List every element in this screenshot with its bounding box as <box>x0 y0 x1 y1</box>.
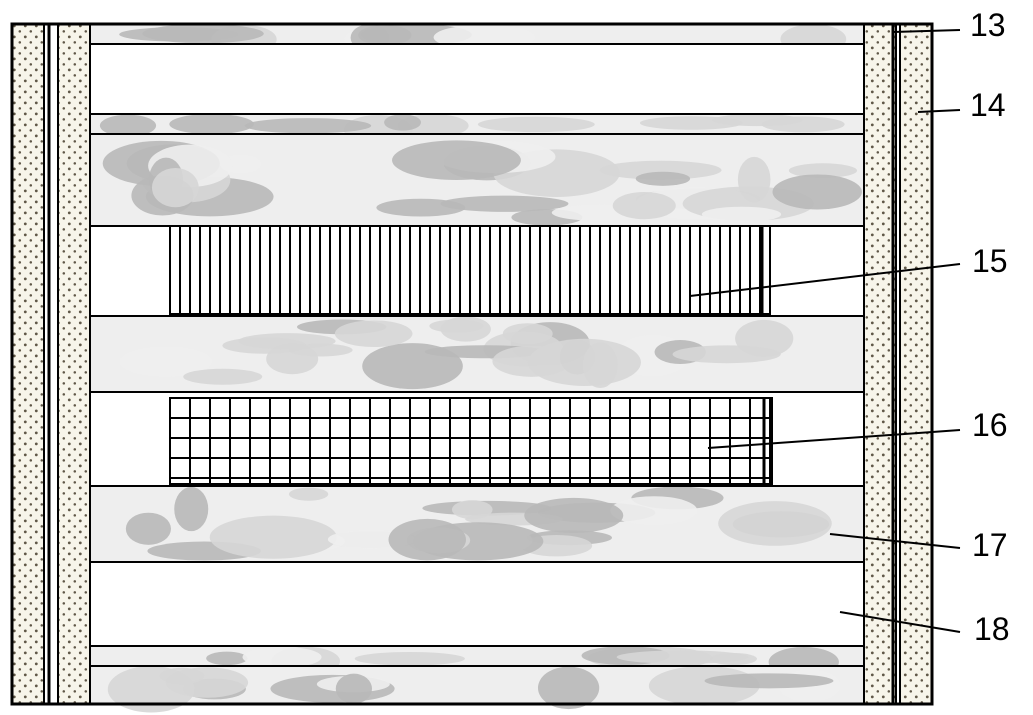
dotted-column <box>864 24 896 704</box>
blank-band <box>90 562 864 646</box>
dotted-column <box>12 24 44 704</box>
label-18: 18 <box>974 611 1010 647</box>
label-13: 13 <box>970 7 1006 43</box>
vstripe-block <box>170 226 770 314</box>
label-15: 15 <box>972 243 1008 279</box>
cloud-band <box>90 134 864 226</box>
cloud-band <box>90 486 864 562</box>
dotted-column <box>900 24 932 704</box>
label-17: 17 <box>972 527 1008 563</box>
label-16: 16 <box>972 407 1008 443</box>
cloud-band <box>90 316 864 392</box>
blank-band <box>90 44 864 114</box>
label-14: 14 <box>970 87 1006 123</box>
grid-block <box>170 398 772 484</box>
dotted-column <box>58 24 90 704</box>
